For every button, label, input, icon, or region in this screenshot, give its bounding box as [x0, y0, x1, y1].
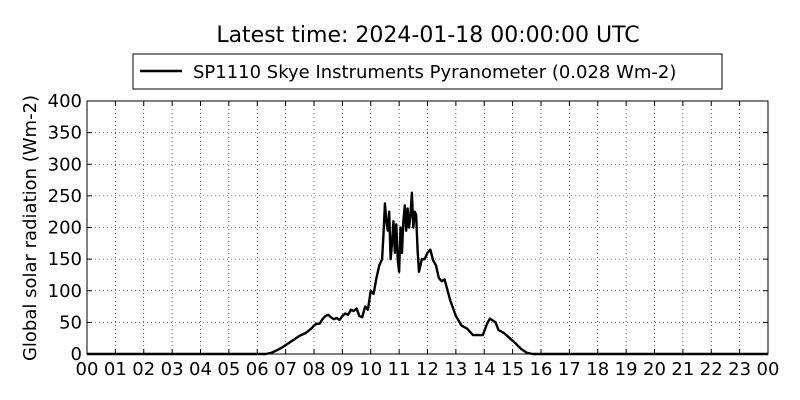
- y-tick-label: 250: [48, 186, 82, 207]
- legend: SP1110 Skye Instruments Pyranometer (0.0…: [132, 53, 723, 90]
- x-tick-label: 00: [76, 359, 99, 380]
- gridlines: [87, 101, 768, 354]
- x-tick-label: 19: [615, 359, 638, 380]
- x-tick-label: 15: [501, 359, 524, 380]
- x-tick-label: 10: [359, 359, 382, 380]
- y-tick-label: 150: [48, 249, 82, 270]
- y-tick-label: 300: [48, 154, 82, 175]
- x-tick-label: 07: [274, 359, 297, 380]
- y-tick-label: 350: [48, 123, 82, 144]
- x-tick-label: 17: [558, 359, 581, 380]
- legend-label: SP1110 Skye Instruments Pyranometer (0.0…: [193, 62, 676, 83]
- y-tick-label: 50: [59, 312, 82, 333]
- y-axis-label: Global solar radiation (Wm-2): [20, 95, 41, 361]
- y-tick-label: 100: [48, 281, 82, 302]
- x-tick-label: 12: [416, 359, 439, 380]
- chart-title: Latest time: 2024-01-18 00:00:00 UTC: [216, 23, 639, 48]
- x-axis-ticks: 00 01 02 03 04 05 06 07 08 09 10 11 12 13 14 15 16 17 18 19…: [76, 101, 780, 380]
- y-tick-label: 200: [48, 218, 82, 239]
- x-tick-label: 14: [473, 359, 496, 380]
- plot-frame: [86, 100, 769, 355]
- y-tick-label: 400: [48, 91, 82, 112]
- x-tick-label: 00: [757, 359, 780, 380]
- x-tick-label: 02: [132, 359, 155, 380]
- x-tick-label: 13: [444, 359, 467, 380]
- x-tick-label: 22: [700, 359, 723, 380]
- legend-box: [132, 53, 723, 90]
- x-tick-label: 23: [728, 359, 751, 380]
- x-tick-label: 06: [246, 359, 269, 380]
- x-tick-label: 21: [671, 359, 694, 380]
- x-tick-label: 01: [104, 359, 127, 380]
- series-line-0: [87, 191, 768, 356]
- x-tick-label: 16: [530, 359, 553, 380]
- x-tick-label: 05: [217, 359, 240, 380]
- x-tick-label: 03: [161, 359, 184, 380]
- x-tick-label: 20: [643, 359, 666, 380]
- series-layer: [87, 191, 768, 356]
- x-tick-label: 08: [303, 359, 326, 380]
- x-tick-label: 18: [586, 359, 609, 380]
- x-tick-label: 11: [388, 359, 411, 380]
- x-tick-label: 04: [189, 359, 212, 380]
- y-tick-label: 0: [71, 344, 82, 365]
- y-axis-ticks: 0 50 100 150 200 250 300 350 400: [48, 91, 768, 365]
- x-tick-label: 09: [331, 359, 354, 380]
